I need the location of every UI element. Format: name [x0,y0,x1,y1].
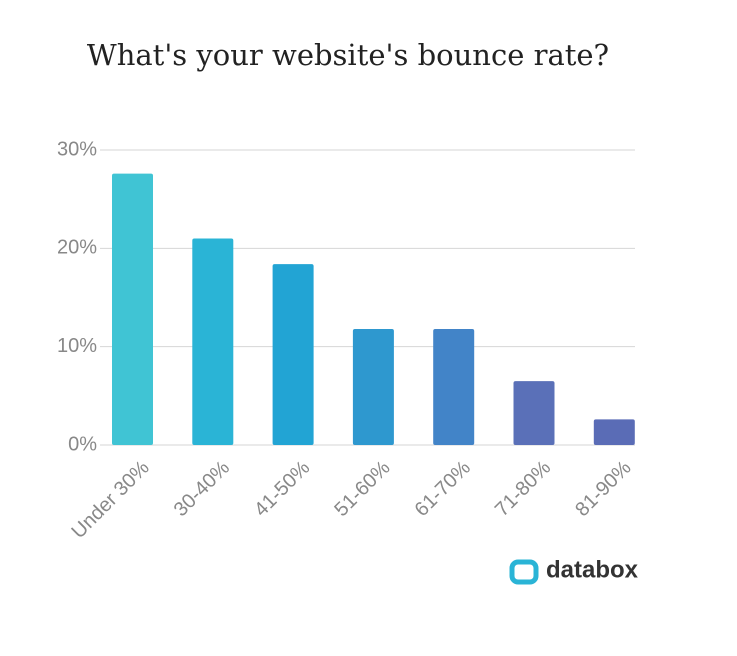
y-tick-label: 20% [57,237,97,259]
x-tick-label: 30-40% [170,457,234,521]
brand-logo: databox [509,556,639,585]
x-tick-label: 51-60% [330,457,394,521]
y-tick-label: 30% [57,138,97,160]
chart-title: What's your website's bounce rate? [87,38,609,72]
bar [112,173,153,445]
bar [513,381,555,445]
x-tick-label: 41-50% [250,457,314,521]
bar [272,264,314,445]
x-tick-label: 81-90% [571,457,635,521]
x-tick-label: 61-70% [411,457,475,521]
bar [192,238,234,445]
logo-icon [509,559,539,585]
y-tick-label: 0% [68,433,97,455]
bar [352,328,394,445]
y-tick-label: 10% [57,335,97,357]
bar [433,328,475,445]
x-tick-label: 71-80% [491,457,555,521]
bar [593,419,635,445]
x-tick-label: Under 30% [67,457,153,543]
brand-name: databox [546,556,639,583]
